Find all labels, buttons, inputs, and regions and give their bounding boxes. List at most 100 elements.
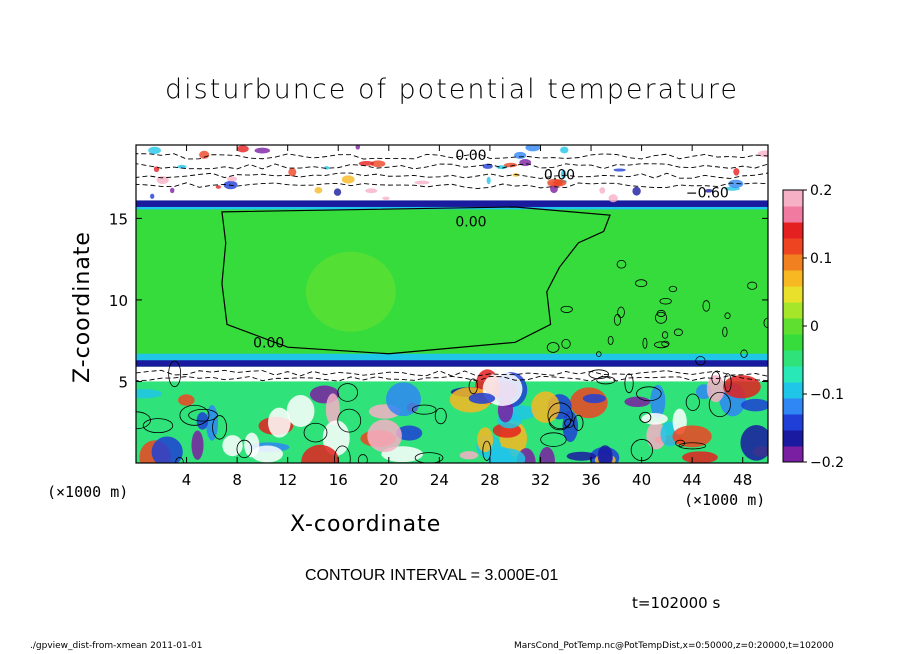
colorbar-swatch <box>783 302 803 319</box>
bottom-contour <box>548 412 571 431</box>
turbulent-cell <box>367 419 402 453</box>
x-tick-label: 28 <box>480 471 499 489</box>
bottom-contour <box>414 452 444 463</box>
time-label: t=102000 s <box>632 594 721 612</box>
warm-blob <box>305 251 396 332</box>
small-contour <box>673 328 683 337</box>
upper-cell <box>482 163 493 169</box>
chart-title: disturbunce of potential temperature <box>165 74 739 105</box>
bottom-contour <box>624 373 634 394</box>
upper-cell <box>170 187 175 194</box>
turbulent-cell <box>477 427 494 453</box>
colorbar-swatch <box>783 382 803 399</box>
upper-cell <box>358 161 375 166</box>
upper-cell <box>704 188 713 193</box>
upper-layer <box>136 145 768 201</box>
colorbar-swatch <box>783 334 803 351</box>
small-contour <box>642 337 648 349</box>
small-contour <box>668 285 678 293</box>
heatmap-field <box>136 145 768 463</box>
bottom-contour <box>482 440 492 461</box>
bottom-contour <box>588 369 610 380</box>
x-tick-label: 8 <box>232 471 242 489</box>
turbulent-cell <box>325 393 340 426</box>
small-contour <box>654 341 669 349</box>
upper-cell <box>148 146 161 155</box>
upper-cell <box>519 159 532 167</box>
upper-cell <box>613 168 626 172</box>
bottom-contour <box>357 454 368 463</box>
upper-cell <box>560 146 569 154</box>
contour-label: 0.00 <box>544 167 575 183</box>
x-axis-label: X-coordinate <box>290 512 442 537</box>
upper-cell <box>333 188 342 196</box>
y-tick-label: 5 <box>118 373 128 391</box>
negative-contour <box>136 172 768 179</box>
upper-cell <box>632 186 641 196</box>
upper-cell <box>757 150 768 158</box>
upper-cell <box>728 179 744 189</box>
small-contour <box>617 306 625 318</box>
lower-cold-band <box>136 360 768 367</box>
x-tick-label: 48 <box>733 471 752 489</box>
turbulent-cell <box>395 425 423 441</box>
colorbar-swatch <box>783 414 803 431</box>
turbulent-cell <box>650 384 666 418</box>
turbulent-cell <box>151 436 183 463</box>
upper-cell <box>733 168 740 176</box>
small-contour <box>661 331 669 339</box>
x-tick-label: 40 <box>632 471 651 489</box>
x-tick-label: 24 <box>430 471 449 489</box>
small-contour <box>613 314 622 326</box>
upper-cell <box>608 194 618 203</box>
small-contour <box>596 351 602 357</box>
bottom-contour <box>468 378 478 395</box>
bottom-contour <box>179 404 210 426</box>
colorbar-swatch <box>783 318 803 335</box>
small-contour <box>560 305 573 313</box>
small-contour <box>654 311 668 324</box>
x-tick-label: 36 <box>581 471 600 489</box>
turbulent-cell <box>538 446 555 463</box>
small-contour <box>635 279 648 288</box>
bottom-contour <box>175 457 184 463</box>
footer-data-source: MarsCond_PotTemp.nc@PotTempDist,x=0:5000… <box>514 641 834 651</box>
upper-cell <box>496 165 508 170</box>
small-contour <box>722 326 728 337</box>
turbulent-cell <box>268 407 291 438</box>
zero-contour <box>221 206 611 355</box>
x-tick-label: 32 <box>531 471 550 489</box>
turbulent-cell <box>582 393 606 404</box>
contour-interval-text: CONTOUR INTERVAL = 3.000E-01 <box>305 567 559 584</box>
negative-contour <box>136 153 768 160</box>
contour-lines <box>136 153 768 463</box>
bottom-contour <box>334 445 351 463</box>
small-contour <box>656 309 666 317</box>
upper-cell <box>341 175 355 184</box>
turbulent-cell <box>682 451 718 463</box>
upper-cell <box>480 175 485 180</box>
colorbar-swatch <box>783 398 803 415</box>
colorbar-tick-label: 0.1 <box>810 251 832 267</box>
turbulent-cell <box>740 425 768 461</box>
x-tick-label: 4 <box>182 471 192 489</box>
upper-cell <box>150 193 155 199</box>
colorbar-tick-label: −0.1 <box>810 387 844 403</box>
upper-cell <box>215 185 221 189</box>
lower-cold-edge <box>136 353 768 362</box>
bottom-contour <box>675 439 686 447</box>
bottom-contour <box>168 360 182 388</box>
turbulent-cell <box>178 394 195 406</box>
small-contour <box>616 259 627 269</box>
bottom-contour <box>685 393 700 411</box>
turbulent-cell <box>386 382 421 417</box>
x-axis-ticks: 4 8 12 16 20 24 28 32 36 40 44 48 <box>182 145 752 489</box>
upper-cell <box>156 176 169 184</box>
small-contour <box>695 356 706 366</box>
small-contour <box>607 335 614 345</box>
small-contour <box>747 281 758 290</box>
footer-script-name: ./gpview_dist-from-xmean 2011-01-01 <box>30 641 203 651</box>
colorbar-swatch <box>783 206 803 223</box>
bottom-contour <box>212 415 227 440</box>
